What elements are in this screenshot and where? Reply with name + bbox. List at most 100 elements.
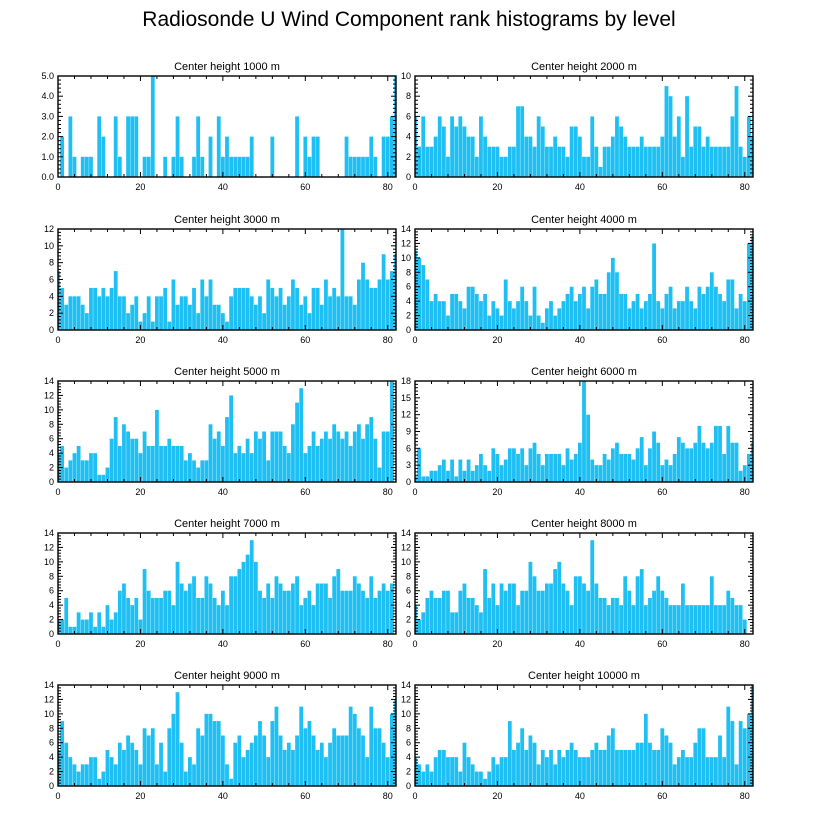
histogram-bar: [295, 287, 299, 330]
histogram-bar: [394, 254, 396, 330]
histogram-bar: [627, 749, 632, 786]
y-tick-label: 2.0: [41, 132, 54, 142]
x-tick-label: 60: [300, 791, 310, 801]
histogram-bar: [503, 156, 508, 177]
histogram-bar: [365, 757, 370, 786]
histogram-bar: [274, 296, 279, 330]
histogram-bar: [545, 308, 549, 330]
histogram-bar: [60, 287, 65, 330]
histogram-bar: [58, 271, 60, 330]
histogram-bar: [606, 272, 611, 330]
histogram-bar: [429, 771, 434, 786]
histogram-bar: [134, 296, 139, 330]
panel-title: Center height 2000 m: [531, 61, 637, 73]
x-tick-label: 40: [575, 487, 585, 497]
histogram-bar: [631, 301, 636, 330]
histogram-bar: [536, 764, 541, 786]
histogram-bar: [627, 146, 632, 177]
histogram-bar: [344, 136, 349, 177]
histogram-bar: [315, 445, 320, 482]
histogram-bar: [631, 605, 636, 634]
histogram-bar: [639, 136, 644, 177]
x-tick-label: 0: [412, 639, 417, 649]
histogram-bar: [179, 742, 184, 786]
histogram-bar: [303, 453, 308, 482]
histogram-bar: [348, 706, 353, 786]
histogram-bar: [573, 301, 578, 330]
histogram-bar: [503, 590, 508, 634]
histogram-bar: [681, 301, 685, 330]
histogram-bar: [656, 146, 661, 177]
histogram-bar: [450, 293, 454, 330]
histogram-bar: [220, 445, 225, 482]
histogram-bar: [303, 728, 308, 786]
histogram-bar: [726, 279, 731, 330]
histogram-bar: [295, 576, 299, 634]
histogram-bar: [179, 156, 184, 177]
histogram-bar: [569, 605, 574, 634]
x-tick-label: 60: [300, 182, 310, 192]
y-tick-label: 1.0: [41, 152, 54, 162]
x-tick-label: 60: [657, 182, 667, 192]
histogram-bar: [557, 146, 562, 177]
histogram-bar: [672, 136, 677, 177]
histogram-bar: [524, 749, 529, 786]
histogram-bar: [590, 286, 595, 330]
y-tick-label: 14: [401, 528, 411, 538]
histogram-bar: [373, 438, 378, 482]
histogram-bar: [64, 597, 69, 634]
histogram-bar: [64, 304, 69, 330]
histogram-bar: [381, 431, 386, 482]
histogram-bar: [458, 771, 463, 786]
histogram-bar: [212, 438, 217, 482]
y-tick-label: 8: [406, 91, 411, 101]
histogram-bar: [332, 287, 337, 330]
histogram-bar: [701, 442, 706, 482]
histogram-bar: [369, 287, 374, 330]
histogram-bar: [245, 287, 250, 330]
y-tick-label: 2: [49, 308, 54, 318]
histogram-bar: [734, 86, 739, 177]
histogram-bar: [689, 757, 694, 786]
y-tick-label: 10: [401, 253, 411, 263]
histogram-bar: [167, 728, 172, 786]
histogram-bar: [738, 146, 743, 177]
histogram-bar: [361, 156, 365, 177]
histogram-bar: [623, 293, 628, 330]
histogram-bar: [730, 721, 735, 786]
histogram-bar: [357, 583, 361, 634]
y-tick-label: 14: [44, 376, 54, 386]
histogram-bar: [130, 438, 135, 482]
histogram-bar: [377, 728, 382, 786]
histogram-bar: [746, 713, 751, 786]
histogram-bar: [167, 590, 172, 634]
histogram-bar: [660, 728, 665, 786]
histogram-bar: [648, 293, 652, 330]
histogram-bar: [233, 742, 238, 786]
histogram-bar: [216, 116, 221, 177]
histogram-bar: [577, 757, 582, 786]
y-tick-label: 15: [401, 393, 411, 403]
histogram-bar: [122, 424, 126, 482]
histogram-bar: [117, 445, 122, 482]
histogram-bar: [80, 619, 85, 634]
histogram-bar: [286, 453, 291, 482]
histogram-bar: [188, 453, 192, 482]
histogram-bar: [610, 728, 615, 786]
histogram-bar: [389, 116, 394, 177]
histogram-bar: [656, 576, 661, 634]
histogram-bar: [340, 735, 345, 786]
histogram-bar: [336, 296, 341, 330]
x-tick-label: 60: [657, 487, 667, 497]
histogram-bar: [487, 597, 492, 634]
histogram-bar: [315, 749, 320, 786]
histogram-bar: [307, 445, 312, 482]
histogram-bar: [192, 460, 196, 482]
histogram-bar: [130, 605, 135, 634]
histogram-bar: [627, 453, 632, 482]
histogram-bar: [113, 417, 118, 482]
histogram-bar: [668, 742, 673, 786]
x-tick-label: 80: [740, 335, 750, 345]
histogram-bar: [274, 431, 279, 482]
